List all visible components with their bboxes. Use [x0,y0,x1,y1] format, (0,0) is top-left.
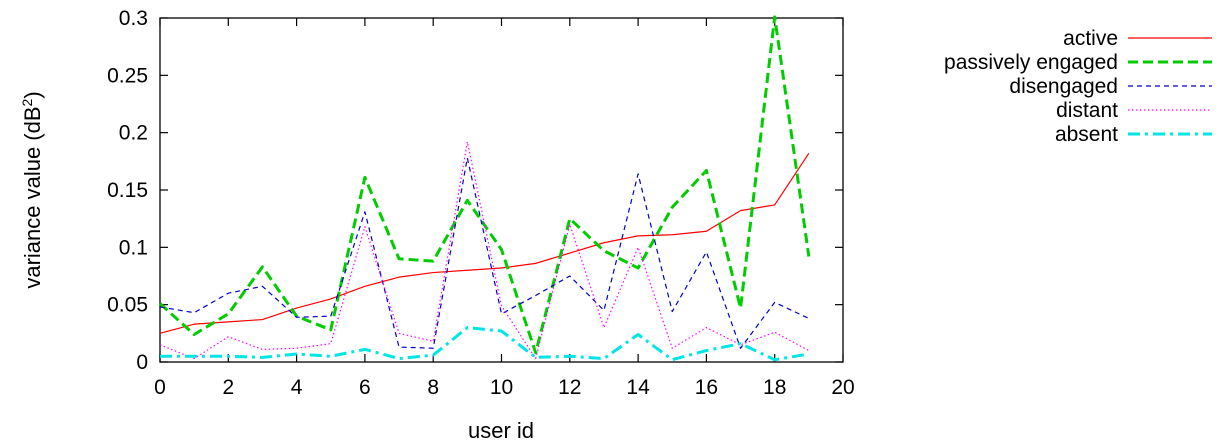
series-line-active [159,152,810,334]
legend-label-distant: distant [1056,99,1118,122]
legend-label-active: active [1063,27,1118,50]
x-tick-label: 6 [359,376,371,399]
y-tick-label: 0.15 [107,179,148,202]
x-tick-label: 14 [626,376,650,399]
y-tick-label: 0.05 [107,294,148,317]
y-tick-label: 0.25 [107,64,148,87]
legend-label-passively-engaged: passively engaged [944,51,1118,74]
y-tick-label: 0 [136,351,148,374]
x-tick-label: 10 [490,376,513,399]
x-tick-label: 16 [695,376,718,399]
x-tick-label: 0 [154,376,166,399]
series-line-absent [160,326,810,362]
x-tick-label: 8 [427,376,439,399]
plot-frame [159,17,844,363]
legend-label-disengaged: disengaged [1009,75,1118,98]
x-tick-label: 4 [291,376,303,399]
y-tick-label: 0.1 [119,236,148,259]
x-tick-label: 2 [222,376,234,399]
series-line-distant [159,141,810,360]
legend-label-absent: absent [1055,123,1118,146]
y-axis-title: variance value (dB2) [19,91,45,288]
series-line-passively-engaged [158,15,811,355]
y-tick-label: 0.2 [119,122,148,145]
y-tick-label: 0.3 [119,7,148,30]
series-line-disengaged [159,157,810,349]
x-tick-label: 18 [763,376,786,399]
x-tick-label: 20 [831,376,854,399]
x-axis-title: user id [468,418,534,443]
axis-ticks: 0 2 4 6 8 10 12 14 16 18 20 0 0.05 0.1 0.15 0.2 0.25 0.3 [107,7,855,399]
y-axis-title-close: ) [20,91,45,98]
y-axis-title-main: variance value (dB [20,106,45,288]
series-lines [158,15,811,362]
y-axis-title-superscript: 2 [19,98,35,106]
x-tick-label: 12 [558,376,581,399]
